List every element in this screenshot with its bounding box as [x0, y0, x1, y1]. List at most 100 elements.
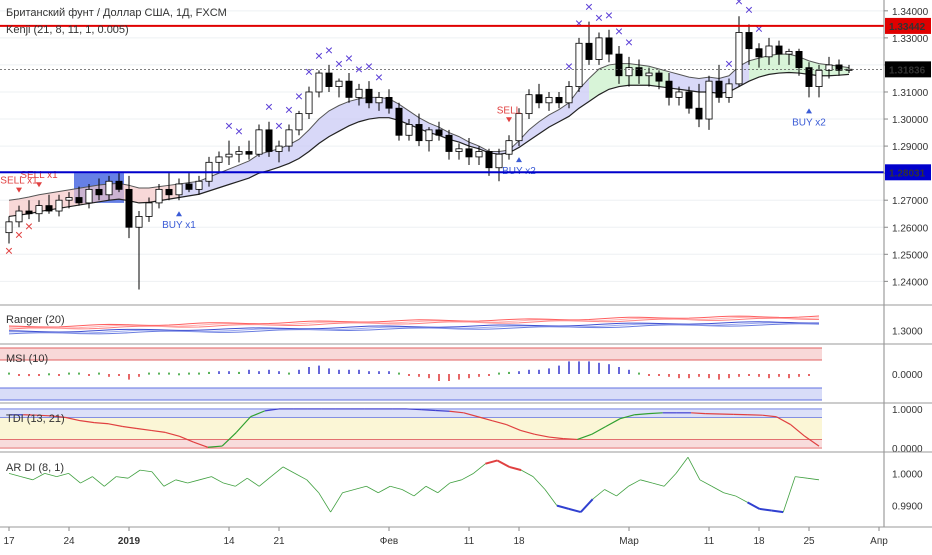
candle-body [126, 189, 132, 227]
ardi-line-segment [104, 477, 116, 487]
ardi-line-segment [593, 490, 605, 500]
msi-bar [678, 374, 680, 378]
candle [266, 122, 272, 157]
candle-body [336, 81, 342, 86]
tdi-middle-zone [0, 418, 822, 440]
candle-body [296, 114, 302, 130]
x-marker: × [295, 88, 303, 104]
ardi-line-segment [628, 480, 640, 486]
tdi-lower-zone [0, 439, 822, 448]
candle-body [816, 70, 822, 86]
msi-bar [168, 373, 170, 375]
ardi-tick-label: 0.9900 [892, 502, 923, 513]
kenji-indicator-label: Kenji (21, 8, 11, 1, 0.005) [6, 24, 129, 36]
candle [256, 124, 262, 156]
candle-body [796, 51, 802, 67]
price-tick-label: 1.26000 [892, 223, 929, 234]
candle [716, 65, 722, 103]
buy-arrow-icon [806, 108, 812, 113]
msi-bar [138, 374, 140, 377]
candle-body [536, 95, 542, 103]
price-pane[interactable]: ×××××××××××××××××××××××××××× SELL x1SELL… [0, 0, 884, 289]
price-tick-label: 1.33000 [892, 34, 929, 45]
candle-body [36, 206, 42, 214]
ardi-line-segment [462, 473, 474, 479]
candle-body [346, 81, 352, 97]
candle [526, 89, 532, 119]
candle-body [236, 152, 242, 155]
price-tick-label: 1.30000 [892, 115, 929, 126]
candle-body [506, 141, 512, 155]
ardi-line-segment [92, 477, 104, 487]
candle-body [116, 181, 122, 189]
msi-bar [388, 371, 390, 374]
msi-bar [538, 370, 540, 374]
ardi-line-segment [378, 486, 390, 492]
msi-bar [78, 373, 80, 375]
ardi-line-segment [331, 493, 343, 512]
msi-bar [748, 374, 750, 376]
msi-pane[interactable]: 0.0000 MSI (10) [0, 348, 923, 400]
msi-bar [528, 370, 530, 374]
candle [546, 92, 552, 111]
msi-bar [148, 373, 150, 375]
msi-bar [48, 373, 50, 375]
x-marker: × [745, 1, 753, 17]
candle-body [166, 189, 172, 194]
msi-bar [628, 370, 630, 374]
ardi-line-segment [569, 509, 581, 512]
kenji-band-segment [319, 111, 329, 143]
ardi-line-segment [212, 477, 224, 483]
candle [246, 141, 252, 160]
candle [216, 152, 222, 174]
x-marker: × [25, 218, 33, 234]
x-marker: × [265, 99, 273, 115]
ardi-line-segment [497, 460, 509, 466]
msi-bar [248, 370, 250, 374]
candle [576, 38, 582, 92]
msi-bar [608, 364, 610, 374]
ardi-line-segment [188, 480, 200, 483]
msi-bar [38, 374, 40, 376]
candle-body [356, 89, 362, 97]
msi-bar [438, 374, 440, 381]
msi-bar [328, 368, 330, 374]
msi-bar [118, 374, 120, 376]
ardi-line-segment [771, 510, 783, 512]
msi-bar [218, 371, 220, 374]
candle [6, 216, 12, 243]
tdi-tick-label: 1.0000 [892, 405, 923, 416]
time-tick-label: Мар [619, 536, 639, 547]
candle-body [26, 211, 32, 214]
msi-bar [398, 373, 400, 375]
msi-bars: 0.0000 [0, 348, 923, 400]
ardi-line-segment [712, 486, 724, 492]
candle-body [576, 43, 582, 86]
candle-body [636, 68, 642, 76]
ardi-line-segment [176, 480, 188, 483]
sell-signal-label: SELL [497, 105, 522, 116]
tdi-line-segment [407, 409, 421, 410]
ardi-line-segment [783, 477, 795, 512]
ardi-line-segment [474, 464, 486, 474]
candle-body [86, 189, 92, 203]
x-marker: × [315, 47, 323, 63]
sell-arrow-icon [506, 117, 512, 122]
buy-arrow-icon [176, 211, 182, 216]
ranger-pane[interactable]: 1.3000 Ranger (20) [6, 314, 923, 337]
ardi-line-segment [21, 477, 33, 480]
ardi-line-segment [200, 477, 212, 480]
candle [746, 24, 752, 65]
msi-bar [588, 361, 590, 374]
ardi-line-segment [140, 470, 152, 472]
msi-bar [558, 366, 560, 374]
ardi-line-segment [700, 480, 712, 486]
time-tick-label: 24 [63, 536, 75, 547]
